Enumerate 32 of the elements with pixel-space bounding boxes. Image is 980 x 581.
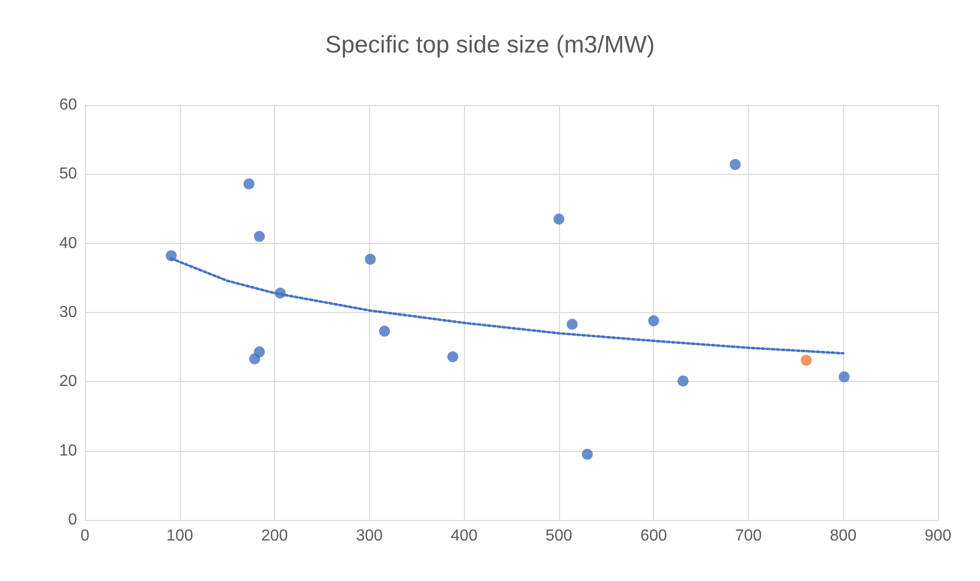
x-tick-label: 200	[261, 528, 288, 544]
point	[553, 214, 564, 225]
x-tick-label: 400	[450, 528, 478, 544]
point	[364, 254, 376, 265]
point	[447, 351, 458, 362]
x-tick-label: 700	[735, 528, 762, 544]
point	[800, 354, 812, 366]
point	[379, 326, 390, 337]
x-tick-label: 0	[80, 528, 90, 544]
point	[678, 375, 689, 386]
y-tick-label: 40	[59, 234, 78, 252]
y-tick-label: 30	[59, 304, 78, 321]
point	[243, 178, 254, 190]
x-tick-label: 300	[356, 528, 383, 544]
chart-title: Specific top side size (m3/MW)	[325, 32, 655, 58]
point	[582, 448, 593, 460]
x-tick-label: 100	[166, 528, 194, 544]
y-tick-label: 0	[68, 512, 78, 528]
point	[730, 158, 741, 170]
y-tick-label: 60	[59, 96, 78, 114]
x-tick-label: 600	[640, 528, 668, 544]
x-tick-label: 900	[924, 528, 952, 544]
y-tick-label: 20	[59, 373, 78, 390]
y-tick-label: 50	[59, 166, 78, 183]
point	[566, 318, 578, 330]
point	[249, 353, 260, 364]
point	[648, 315, 660, 326]
x-tick-label: 500	[546, 528, 572, 544]
x-tick-label: 800	[830, 528, 857, 544]
point	[838, 371, 850, 382]
y-tick-label: 10	[59, 442, 78, 460]
point	[254, 230, 265, 242]
